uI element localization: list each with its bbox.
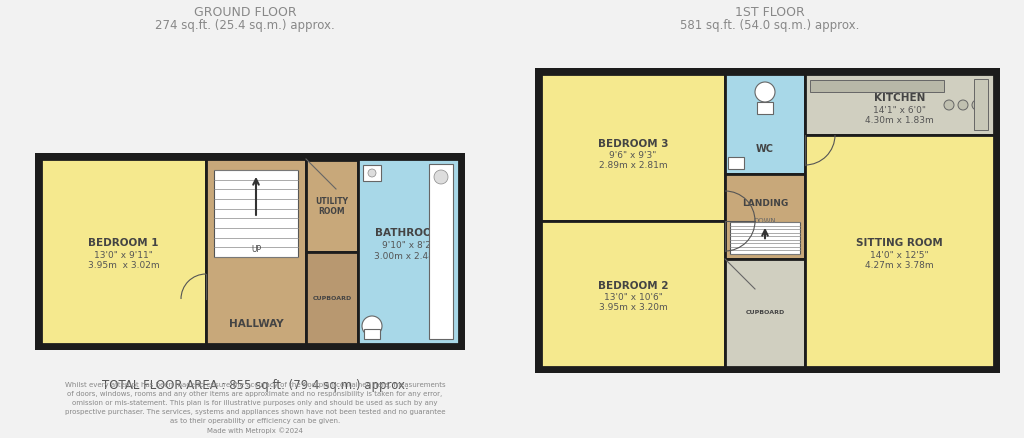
Text: 9'10" x 8'2": 9'10" x 8'2"	[382, 241, 435, 250]
Text: TOTAL FLOOR AREA : 855 sq.ft. (79.4 sq.m.) approx.: TOTAL FLOOR AREA : 855 sq.ft. (79.4 sq.m…	[101, 379, 409, 392]
Text: 14'0" x 12'5": 14'0" x 12'5"	[870, 251, 929, 259]
Text: CUPBOARD: CUPBOARD	[745, 311, 784, 315]
Text: DOWN: DOWN	[754, 218, 776, 224]
Text: 2.89m x 2.81m: 2.89m x 2.81m	[599, 162, 668, 170]
Text: CUPBOARD: CUPBOARD	[312, 296, 351, 300]
Text: BATHROOM: BATHROOM	[375, 229, 442, 239]
Text: ROOM: ROOM	[318, 208, 345, 216]
Text: BEDROOM 3: BEDROOM 3	[598, 139, 669, 149]
Bar	[730, 222, 800, 254]
Bar	[805, 74, 994, 135]
Circle shape	[362, 316, 382, 336]
Text: KITCHEN: KITCHEN	[873, 93, 926, 103]
Bar	[364, 329, 380, 339]
Text: 3.95m x 3.20m: 3.95m x 3.20m	[599, 304, 668, 312]
Text: 13'0" x 9'11": 13'0" x 9'11"	[94, 251, 153, 260]
Text: 14'1" x 6'0": 14'1" x 6'0"	[873, 106, 926, 115]
Bar	[725, 259, 805, 367]
Bar	[358, 159, 459, 344]
Bar	[306, 252, 358, 344]
Circle shape	[368, 169, 376, 177]
Text: 581 sq.ft. (54.0 sq.m.) approx.: 581 sq.ft. (54.0 sq.m.) approx.	[680, 18, 860, 32]
Text: GROUND FLOOR: GROUND FLOOR	[194, 7, 296, 20]
Circle shape	[972, 100, 982, 110]
Bar	[810, 80, 944, 92]
Text: UP: UP	[251, 244, 261, 254]
Text: HALLWAY: HALLWAY	[228, 319, 284, 329]
Text: 274 sq.ft. (25.4 sq.m.) approx.: 274 sq.ft. (25.4 sq.m.) approx.	[155, 18, 335, 32]
Bar	[214, 170, 298, 257]
Circle shape	[958, 100, 968, 110]
Bar	[306, 160, 358, 252]
Bar	[974, 79, 988, 130]
Text: 13'0" x 10'6": 13'0" x 10'6"	[603, 293, 663, 303]
Text: BEDROOM 1: BEDROOM 1	[88, 239, 159, 248]
Bar	[206, 159, 306, 344]
Circle shape	[944, 100, 954, 110]
Text: Whilst every attempt has been made to ensure the accuracy of the floorplan conta: Whilst every attempt has been made to en…	[65, 382, 445, 434]
Text: 4.30m x 1.83m: 4.30m x 1.83m	[865, 116, 934, 125]
Bar	[805, 135, 994, 367]
Bar	[35, 153, 465, 350]
Bar	[41, 159, 206, 344]
Text: BEDROOM 2: BEDROOM 2	[598, 281, 669, 291]
Text: 3.00m x 2.48m: 3.00m x 2.48m	[374, 252, 442, 261]
Text: 3.95m  x 3.02m: 3.95m x 3.02m	[88, 261, 160, 270]
Bar	[429, 164, 453, 339]
Text: UTILITY: UTILITY	[315, 198, 348, 206]
Circle shape	[434, 170, 449, 184]
Text: 4.27m x 3.78m: 4.27m x 3.78m	[865, 261, 934, 269]
Text: LANDING: LANDING	[741, 199, 788, 208]
Bar	[757, 102, 773, 114]
Text: SITTING ROOM: SITTING ROOM	[856, 238, 943, 248]
Text: WC: WC	[756, 144, 774, 154]
Text: 1ST FLOOR: 1ST FLOOR	[735, 7, 805, 20]
Text: 9'6" x 9'3": 9'6" x 9'3"	[609, 152, 656, 160]
Bar	[535, 68, 1000, 373]
Bar	[725, 74, 805, 174]
Bar	[541, 221, 725, 367]
Bar	[725, 174, 805, 259]
Bar	[728, 157, 744, 169]
Bar	[362, 165, 381, 181]
Circle shape	[755, 82, 775, 102]
Bar	[541, 74, 725, 221]
